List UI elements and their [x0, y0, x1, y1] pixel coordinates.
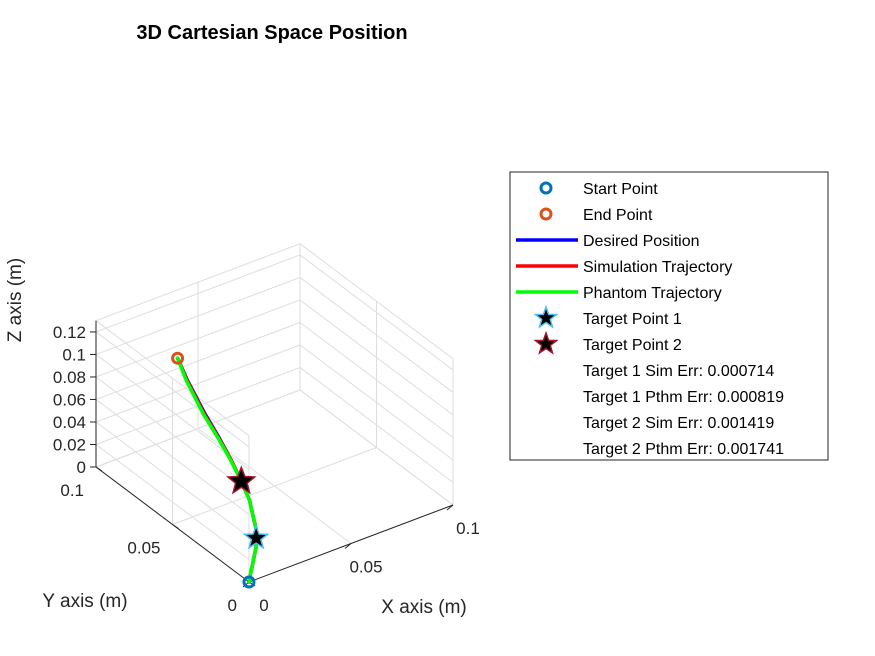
- y-tick-mark: [172, 524, 179, 529]
- chart-title: 3D Cartesian Space Position: [136, 22, 407, 44]
- legend-label-err1: Target 1 Sim Err: 0.000714: [583, 363, 774, 380]
- legend-symbol-target1: [533, 304, 559, 329]
- x-tick-mark: [446, 504, 454, 511]
- z-tick-label: 0.12: [53, 323, 86, 342]
- legend-label-desired: Desired Position: [583, 233, 700, 250]
- z-tick-label: 0.06: [53, 390, 86, 409]
- start-point-marker: [242, 575, 256, 589]
- z-tick-label: 0.1: [62, 345, 86, 364]
- legend-box: [509, 171, 829, 461]
- legend-label-phantom: Phantom Trajectory: [583, 285, 722, 302]
- x-tick-mark: [344, 543, 352, 549]
- y-tick-label: 0: [228, 596, 237, 615]
- legend: Start Point End Point Desired Position Simu…: [509, 171, 829, 461]
- z-axis-label: Z axis (m): [5, 258, 26, 342]
- legend-symbol-start: [539, 181, 553, 195]
- legend-symbol-end: [539, 207, 553, 221]
- legend-label-err2: Target 1 Pthm Err: 0.000819: [583, 389, 784, 406]
- tick-labels: 0 0.05 0.1 0 0.05 0.1 0 0.02 0.04 0.06 0.08 0.1 0.12: [53, 323, 480, 615]
- legend-label-end: End Point: [583, 207, 653, 224]
- y-axis-label: Y axis (m): [42, 591, 127, 612]
- x-tick-label: 0.1: [456, 519, 480, 538]
- gridline-y-floor: [172, 447, 377, 525]
- box-top-edge: [95, 320, 250, 437]
- target-point-2-marker: [226, 465, 257, 495]
- legend-label-err4: Target 2 Pthm Err: 0.001741: [583, 441, 784, 458]
- y-tick-label: 0.1: [60, 481, 84, 500]
- legend-label-start: Start Point: [583, 181, 658, 198]
- x-axis-label: X axis (m): [381, 597, 467, 618]
- z-tick-label: 0: [77, 458, 86, 477]
- y-tick-mark: [95, 466, 103, 472]
- z-tick-label: 0.02: [53, 435, 86, 454]
- gridline-y-floor: [95, 389, 301, 468]
- grid-layer: [95, 243, 454, 583]
- x-tick-label: 0.05: [349, 558, 382, 577]
- target-point-1-marker: [242, 523, 270, 550]
- z-tick-label: 0.08: [53, 368, 86, 387]
- legend-symbol-target2: [533, 330, 559, 355]
- y-tick-label: 0.05: [127, 539, 160, 558]
- x-tick-label: 0: [259, 596, 268, 615]
- series-layer: [175, 356, 258, 584]
- legend-label-target2: Target Point 2: [583, 337, 682, 354]
- box-top-edge: [95, 243, 301, 322]
- legend-label-err3: Target 2 Sim Err: 0.001419: [583, 415, 774, 432]
- legend-label-target1: Target Point 1: [583, 311, 682, 328]
- marker-layer: [171, 351, 270, 589]
- box-top-edge: [299, 243, 454, 360]
- legend-label-simulation: Simulation Trajectory: [583, 259, 732, 276]
- end-point-marker: [171, 351, 185, 365]
- z-tick-label: 0.04: [53, 413, 86, 432]
- series-line-phantom: [175, 356, 258, 584]
